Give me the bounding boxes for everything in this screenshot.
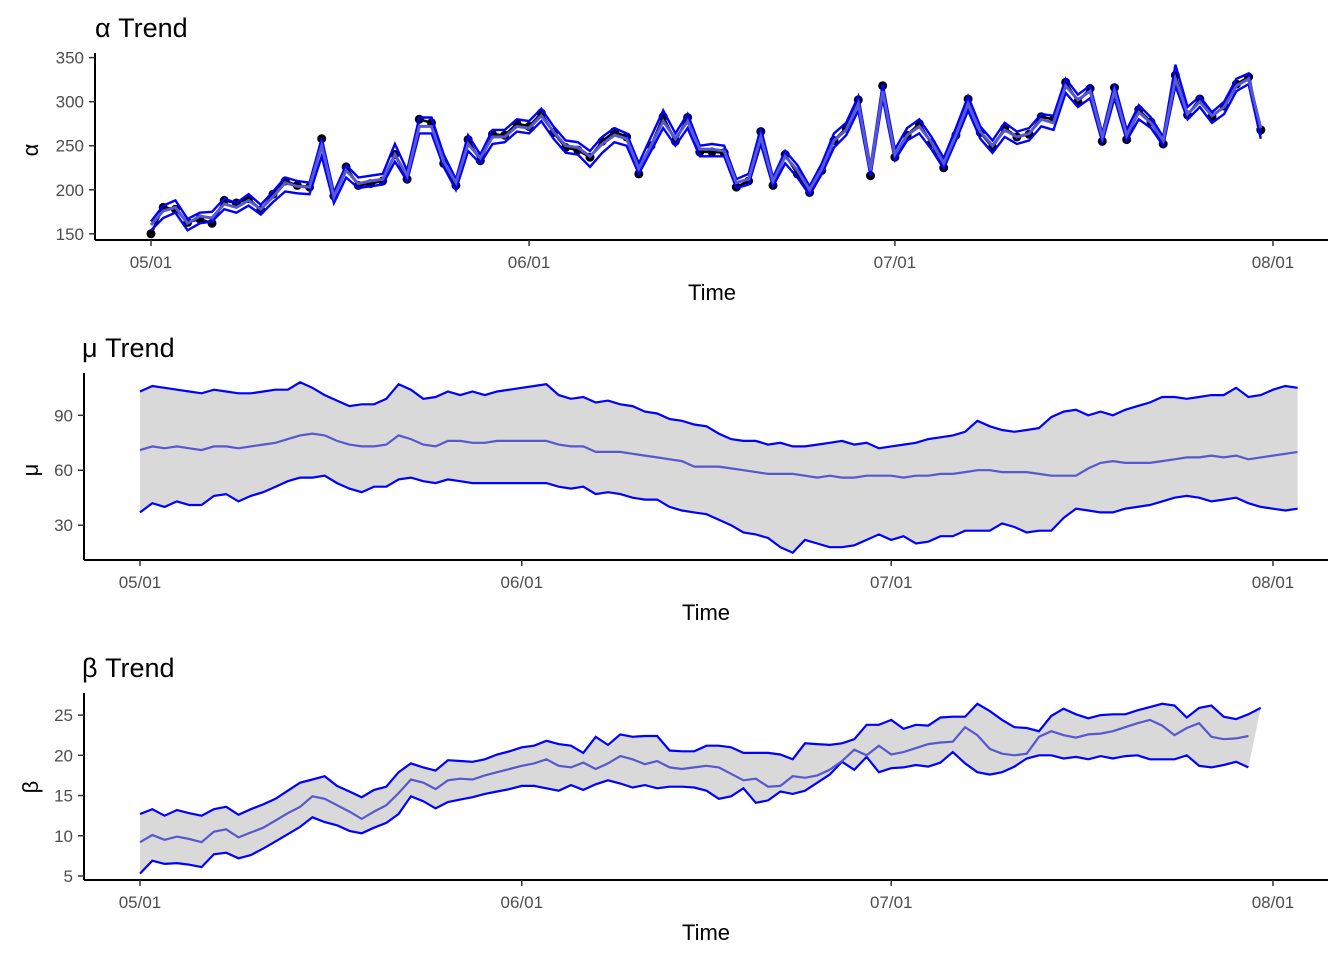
mu-y-tick-label: 30 xyxy=(54,516,73,535)
alpha-panel-title: α Trend xyxy=(95,13,188,43)
panel-beta: β Trend 5 10 15 20 25 05/01 06/01 07/01 08/01 Ti… xyxy=(18,653,1328,945)
beta-y-tick-label: 10 xyxy=(54,827,73,846)
mu-x-tick-label: 07/01 xyxy=(870,573,913,592)
alpha-y-tick-label: 150 xyxy=(56,225,84,244)
beta-mean-line xyxy=(139,718,1249,844)
alpha-y-tick-label: 200 xyxy=(56,181,84,200)
mu-x-tick-label: 06/01 xyxy=(500,573,543,592)
beta-y-tick-label: 15 xyxy=(54,787,73,806)
alpha-fitted-line xyxy=(149,73,1263,226)
mu-x-tick-label: 05/01 xyxy=(119,573,162,592)
alpha-y-axis-title: α xyxy=(18,143,43,156)
mu-mean-line xyxy=(139,432,1298,479)
alpha-x-tick-label: 08/01 xyxy=(1252,253,1295,272)
beta-lower-line xyxy=(139,750,1249,875)
alpha-y-tick-label: 300 xyxy=(56,93,84,112)
beta-x-tick-label: 06/01 xyxy=(500,893,543,912)
panel-alpha: α Trend 150 200 250 300 350 05/01 06/01 07/01 08… xyxy=(18,13,1328,305)
beta-plot: 5 10 15 20 25 05/01 06/01 07/01 08/01 xyxy=(54,693,1328,912)
alpha-observed-point xyxy=(146,229,156,239)
alpha-y-tick-label: 350 xyxy=(56,49,84,68)
mu-upper-line xyxy=(139,381,1298,450)
beta-y-tick-label: 25 xyxy=(54,706,73,725)
alpha-plot: 150 200 250 300 350 05/01 06/01 07/01 08/01 xyxy=(56,49,1328,272)
beta-y-axis-title: β xyxy=(18,781,43,794)
mu-y-tick-label: 90 xyxy=(54,406,73,425)
alpha-y-tick-label: 250 xyxy=(56,137,84,156)
beta-x-tick-label: 05/01 xyxy=(119,893,162,912)
mu-x-tick-label: 08/01 xyxy=(1252,573,1295,592)
beta-y-tick-label: 20 xyxy=(54,746,73,765)
alpha-x-tick-label: 05/01 xyxy=(130,253,173,272)
mu-panel-title: μ Trend xyxy=(82,333,175,363)
alpha-lower-line xyxy=(150,81,1262,232)
alpha-upper-line xyxy=(150,64,1262,223)
mu-y-tick-label: 60 xyxy=(54,461,73,480)
mu-lower-line xyxy=(139,474,1298,555)
alpha-x-tick-label: 06/01 xyxy=(508,253,551,272)
beta-x-axis-title: Time xyxy=(682,920,730,945)
beta-y-tick-label: 5 xyxy=(64,867,73,886)
beta-panel-title: β Trend xyxy=(82,653,175,683)
alpha-x-tick-label: 07/01 xyxy=(874,253,917,272)
beta-x-tick-label: 08/01 xyxy=(1252,893,1295,912)
beta-upper-line xyxy=(139,702,1262,817)
mu-plot: 30 60 90 05/01 06/01 07/01 08/01 xyxy=(54,373,1328,592)
alpha-x-axis-title: Time xyxy=(688,280,736,305)
mu-x-axis-title: Time xyxy=(682,600,730,625)
beta-x-tick-label: 07/01 xyxy=(870,893,913,912)
mu-y-axis-title: μ xyxy=(18,464,43,477)
